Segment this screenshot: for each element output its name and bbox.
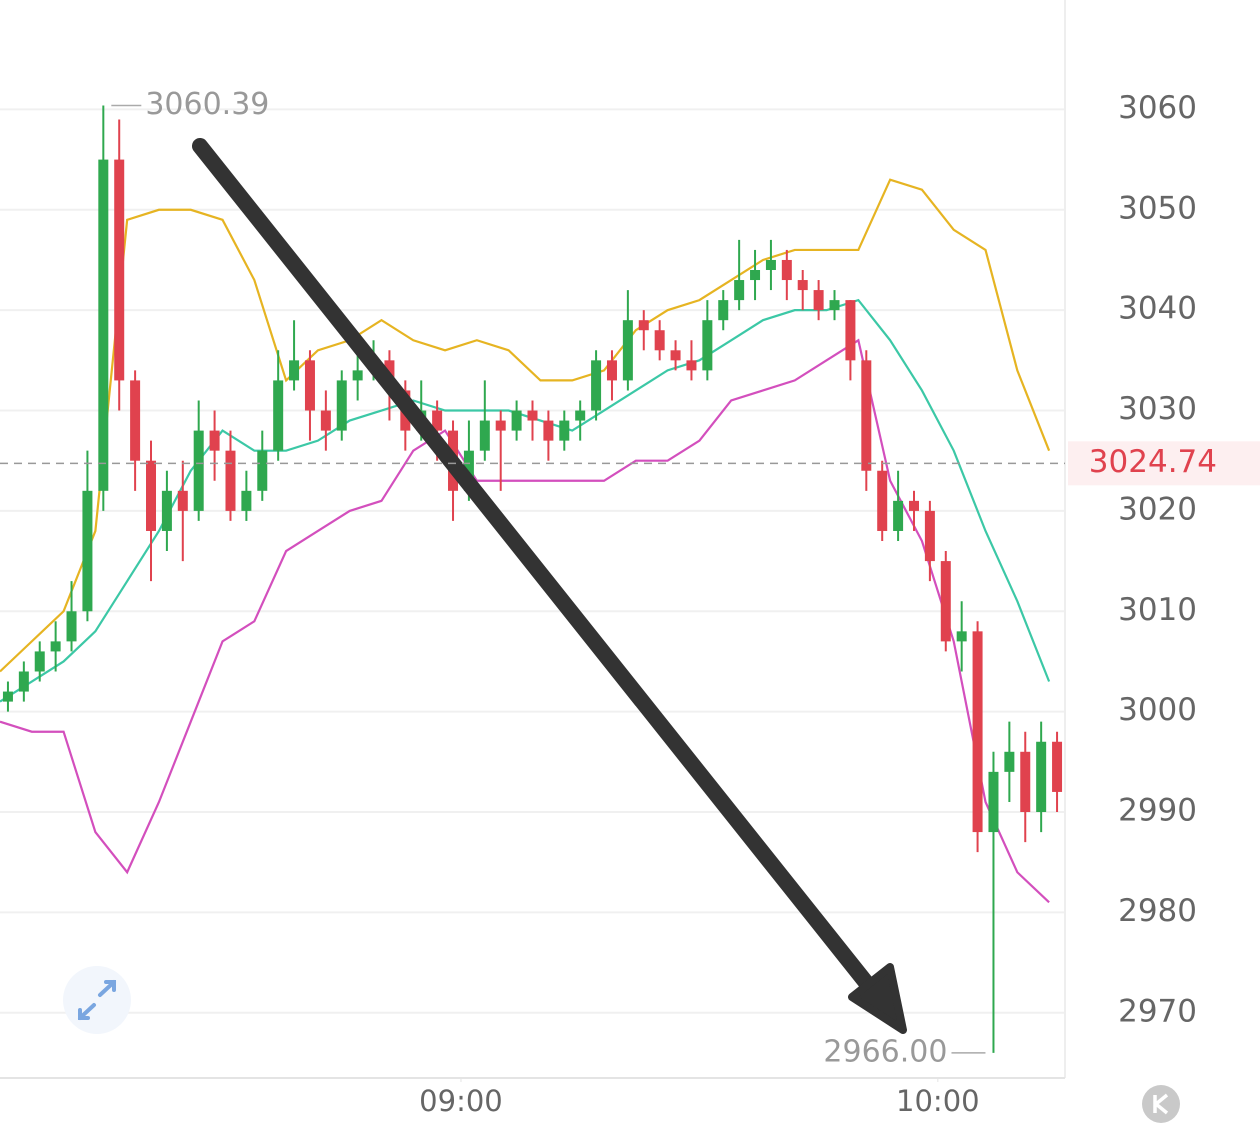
candle-body xyxy=(98,159,109,491)
candle-body xyxy=(606,360,617,381)
candle-body xyxy=(734,280,745,301)
candle-body xyxy=(543,420,554,441)
candle-body xyxy=(146,460,157,531)
annotation-label: 2966.00 xyxy=(823,1034,947,1069)
expand-button[interactable] xyxy=(63,966,131,1034)
candle-body xyxy=(559,420,570,441)
y-tick-label: 2990 xyxy=(1118,793,1197,829)
candle-body xyxy=(511,410,522,431)
candle-body xyxy=(50,641,61,652)
candle-body xyxy=(765,259,776,271)
candle-body xyxy=(66,611,77,642)
candle-body xyxy=(1020,751,1031,813)
candle-body xyxy=(670,350,681,361)
candle-body xyxy=(654,330,665,351)
candle-body xyxy=(829,300,840,311)
candle-body xyxy=(241,490,252,511)
indicator-line xyxy=(0,338,1050,904)
candle-body xyxy=(320,410,331,431)
candle-body xyxy=(877,470,888,531)
candle-body xyxy=(177,490,188,511)
candle-body xyxy=(1052,741,1063,792)
candle-body xyxy=(34,651,45,672)
candle-body xyxy=(257,450,268,491)
candle-body xyxy=(972,631,983,833)
annotation-label: 3060.39 xyxy=(145,87,269,122)
candle-body xyxy=(956,631,967,642)
candle-body xyxy=(1036,741,1047,813)
candle-body xyxy=(750,270,761,281)
candle-body xyxy=(988,771,999,833)
candle-body xyxy=(813,290,824,311)
candle-body xyxy=(2,691,13,702)
candle-body xyxy=(1004,751,1015,772)
candle-body xyxy=(352,370,363,381)
candle-body xyxy=(114,159,125,381)
candle-body xyxy=(225,450,236,511)
indicator-line xyxy=(0,178,1051,673)
y-tick-label: 3050 xyxy=(1118,190,1197,226)
candle-body xyxy=(686,360,697,371)
candle-body xyxy=(273,380,284,451)
candle-body xyxy=(304,360,315,411)
expand-circle[interactable] xyxy=(63,966,131,1034)
candle-body xyxy=(495,420,506,431)
y-tick-label: 2970 xyxy=(1118,993,1197,1029)
k-button[interactable] xyxy=(1142,1085,1180,1123)
x-tick-label: 09:00 xyxy=(419,1084,503,1118)
k-icon[interactable] xyxy=(1153,1093,1169,1115)
candle-body xyxy=(161,490,172,531)
y-tick-label: 3010 xyxy=(1118,592,1197,628)
candle-body xyxy=(432,410,443,431)
candle-body xyxy=(797,280,808,291)
plot xyxy=(0,105,1063,1053)
y-tick-label: 3030 xyxy=(1118,391,1197,427)
candle-body xyxy=(479,420,490,451)
y-tick-label: 3060 xyxy=(1118,90,1197,126)
candle-body xyxy=(575,410,586,421)
indicator-line xyxy=(0,298,1051,703)
expand-icon[interactable] xyxy=(78,980,116,1020)
candle-body xyxy=(893,500,904,531)
y-tick-label: 3000 xyxy=(1118,692,1197,728)
candle-body xyxy=(289,360,300,381)
candle-body xyxy=(130,380,141,461)
candle-body xyxy=(463,450,474,491)
candle-body xyxy=(336,380,347,431)
y-tick-label: 3040 xyxy=(1118,291,1197,327)
candle-body xyxy=(861,360,872,471)
candle-body xyxy=(718,300,729,321)
candle-body xyxy=(702,320,713,371)
grid xyxy=(0,108,1065,1014)
candle-body xyxy=(924,510,935,562)
candle-body xyxy=(638,320,649,331)
k-circle[interactable] xyxy=(1142,1085,1180,1123)
trend-arrow xyxy=(192,138,907,1034)
x-tick-label: 10:00 xyxy=(896,1084,980,1118)
candle-body xyxy=(845,300,856,361)
last-price-label: 3024.74 xyxy=(1089,444,1217,480)
arrow-head xyxy=(848,963,907,1034)
candle-body xyxy=(622,320,633,381)
candle-body xyxy=(591,360,602,411)
candle-body xyxy=(527,410,538,421)
candle-body xyxy=(82,490,93,612)
y-tick-label: 3020 xyxy=(1118,491,1197,527)
arrow-shaft xyxy=(192,138,880,998)
candle-body xyxy=(908,500,919,511)
last-price-box xyxy=(1068,441,1260,486)
y-tick-label: 2980 xyxy=(1118,893,1197,929)
candle-body xyxy=(193,430,204,511)
candle-body xyxy=(781,259,792,281)
candle-body xyxy=(940,561,951,642)
candle-body xyxy=(209,430,220,451)
candle-body xyxy=(18,671,29,692)
